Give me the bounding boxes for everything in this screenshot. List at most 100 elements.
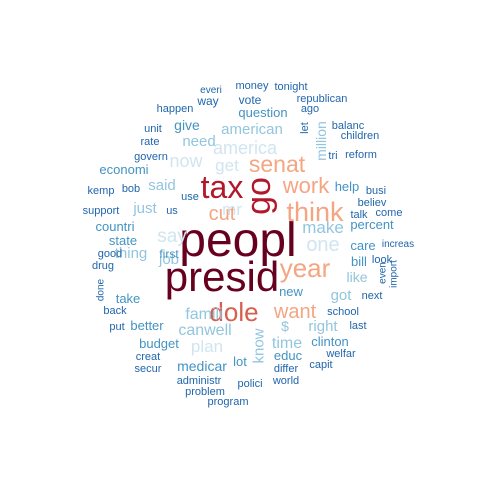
word-money: money: [235, 80, 269, 92]
word-reform: reform: [345, 149, 377, 161]
word-balanc: balanc: [332, 120, 365, 132]
word-polici: polici: [237, 378, 262, 390]
word-children: children: [341, 130, 380, 142]
word-lot: lot: [233, 354, 247, 369]
word-put: put: [109, 321, 124, 333]
word-peopl: peopl: [179, 214, 296, 267]
word-republican: republican: [297, 93, 348, 105]
word-said: said: [148, 177, 176, 194]
word-done: done: [96, 278, 107, 301]
word-talk: talk: [350, 209, 368, 221]
word-now: now: [169, 151, 203, 171]
word-come: come: [376, 207, 403, 219]
word-state: state: [109, 233, 137, 248]
word-govern: govern: [134, 151, 168, 163]
word-ago: ago: [301, 103, 319, 115]
word-got: got: [331, 287, 353, 304]
word-let: let: [299, 122, 311, 134]
word-last: last: [349, 320, 366, 332]
word-time: time: [272, 335, 302, 352]
word-job: job: [158, 251, 179, 268]
word-drug: drug: [92, 260, 114, 272]
word-dollar: $: [281, 318, 289, 334]
word-countri: countri: [95, 219, 134, 234]
word-unit: unit: [144, 123, 162, 135]
word-budget: budget: [139, 336, 179, 351]
word-back: back: [103, 305, 127, 317]
word-right: right: [308, 318, 338, 335]
word-million: million: [313, 121, 329, 161]
word-senat: senat: [249, 151, 306, 177]
word-canwell: canwell: [178, 322, 231, 339]
word-vote: vote: [239, 93, 262, 107]
word-go: go: [240, 177, 278, 215]
word-tri: tri: [328, 150, 337, 162]
word-tonight: tonight: [274, 81, 307, 93]
word-everi: everi: [200, 85, 222, 96]
word-percent: percent: [350, 217, 394, 232]
word-rate: rate: [141, 136, 160, 148]
word-educ: educ: [274, 348, 303, 363]
word-happen: happen: [157, 103, 194, 115]
word-believ: believ: [358, 197, 387, 209]
word-get: get: [215, 156, 239, 175]
word-medicar: medicar: [177, 358, 227, 374]
word-better: better: [130, 318, 164, 333]
word-one: one: [306, 234, 339, 256]
word-just: just: [132, 200, 157, 217]
word-new: new: [279, 284, 303, 299]
word-care: care: [350, 238, 375, 253]
word-question: question: [238, 105, 287, 120]
word-work: work: [282, 173, 330, 198]
word-american: american: [221, 121, 283, 138]
word-kemp: kemp: [88, 185, 115, 197]
word-year: year: [280, 253, 331, 283]
word-america: america: [213, 138, 278, 158]
word-take: take: [116, 291, 141, 306]
word-bob: bob: [122, 183, 140, 195]
word-differ: differ: [274, 363, 299, 375]
word-way: way: [196, 94, 218, 108]
word-plan: plan: [191, 337, 223, 356]
word-school: school: [327, 306, 359, 318]
word-world: world: [272, 375, 299, 387]
word-capit: capit: [309, 359, 332, 371]
word-use: use: [181, 191, 199, 203]
word-cut: cut: [209, 203, 236, 225]
word-import: import: [389, 260, 400, 288]
word-increas: increas: [382, 239, 414, 250]
word-know: know: [250, 328, 267, 363]
word-thing: thing: [115, 245, 148, 262]
word-want: want: [273, 301, 317, 323]
word-mr: mr: [222, 200, 242, 219]
word-problem: problem: [185, 386, 225, 398]
word-say: say: [157, 226, 187, 247]
word-make: make: [302, 218, 344, 237]
word-dole: dole: [209, 297, 258, 327]
word-economi: economi: [99, 162, 148, 177]
word-next: next: [362, 290, 383, 302]
word-like: like: [346, 269, 367, 285]
word-good: good: [98, 248, 122, 260]
word-look: look: [372, 254, 393, 266]
word-tax: tax: [201, 169, 244, 205]
word-famili: famili: [185, 306, 222, 323]
word-think: think: [286, 197, 344, 227]
word-clinton: clinton: [311, 334, 349, 349]
word-support: support: [83, 205, 120, 217]
word-give: give: [174, 117, 200, 133]
word-bill: bill: [351, 254, 367, 269]
word-secur: secur: [135, 363, 162, 375]
word-creat: creat: [136, 351, 160, 363]
word-us: us: [166, 205, 178, 217]
word-presid: presid: [165, 253, 279, 300]
word-program: program: [208, 396, 249, 408]
word-busi: busi: [366, 185, 386, 197]
word-even: even: [378, 262, 389, 284]
word-welfar: welfar: [325, 348, 356, 360]
word-administr: administr: [177, 375, 222, 387]
word-need: need: [182, 133, 215, 150]
word-help: help: [335, 179, 360, 194]
word-first: first: [159, 247, 179, 261]
